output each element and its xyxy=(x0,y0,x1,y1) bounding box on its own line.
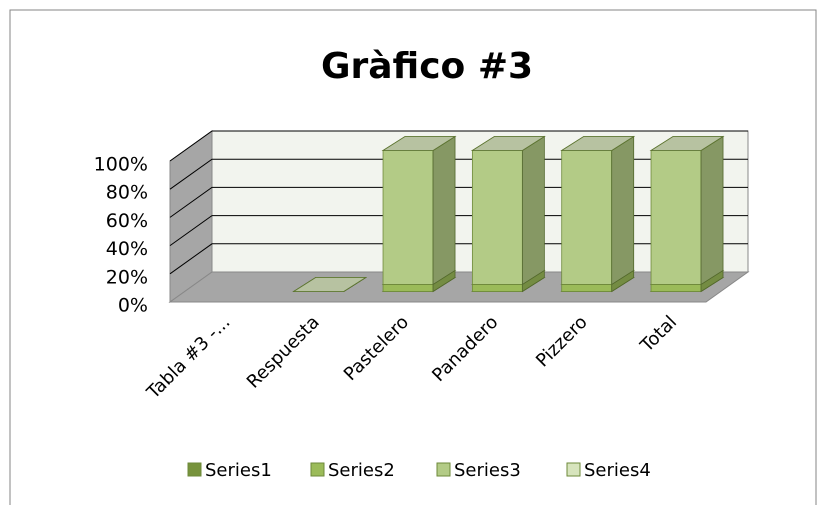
legend-swatch xyxy=(310,462,325,477)
legend-swatch xyxy=(566,462,581,477)
legend-label: Series3 xyxy=(454,460,521,481)
legend-label: Series1 xyxy=(205,460,272,481)
grid-line xyxy=(169,130,748,162)
legend-swatch xyxy=(187,462,202,477)
bar-front xyxy=(382,150,434,285)
y-tick-label: 0% xyxy=(118,295,148,317)
bar-segment xyxy=(649,136,725,151)
y-tick-label: 20% xyxy=(106,266,148,288)
y-tick-label: 40% xyxy=(106,238,148,260)
bar-front xyxy=(561,150,613,285)
bar-front xyxy=(561,284,613,292)
bar-top xyxy=(470,136,546,151)
bar-front xyxy=(471,150,523,285)
y-tick-label: 60% xyxy=(106,210,148,232)
bar-segment xyxy=(470,135,546,286)
bar-segment xyxy=(560,136,636,151)
bar-top xyxy=(560,136,636,151)
bar-side xyxy=(432,135,456,286)
chart-title: Gràfico #3 xyxy=(321,46,533,87)
bar-segment xyxy=(292,277,368,292)
bar-segment xyxy=(649,135,725,286)
bar-side xyxy=(611,135,635,286)
bar-top xyxy=(649,136,725,151)
bar-side xyxy=(700,135,724,286)
bar-front xyxy=(650,150,702,285)
bar-front xyxy=(471,284,523,292)
bar-segment xyxy=(560,135,636,286)
bar-side xyxy=(521,135,545,286)
bar-top xyxy=(292,277,368,292)
bar-segment xyxy=(381,135,457,286)
bar-front xyxy=(382,284,434,292)
y-tick-label: 80% xyxy=(106,182,148,204)
legend-label: Series2 xyxy=(328,460,395,481)
bar-top xyxy=(381,136,457,151)
bar-segment xyxy=(381,136,457,151)
legend-label: Series4 xyxy=(584,460,651,481)
bar-front xyxy=(650,284,702,292)
bar-segment xyxy=(470,136,546,151)
y-tick-label: 100% xyxy=(94,154,148,176)
legend-swatch xyxy=(436,462,451,477)
